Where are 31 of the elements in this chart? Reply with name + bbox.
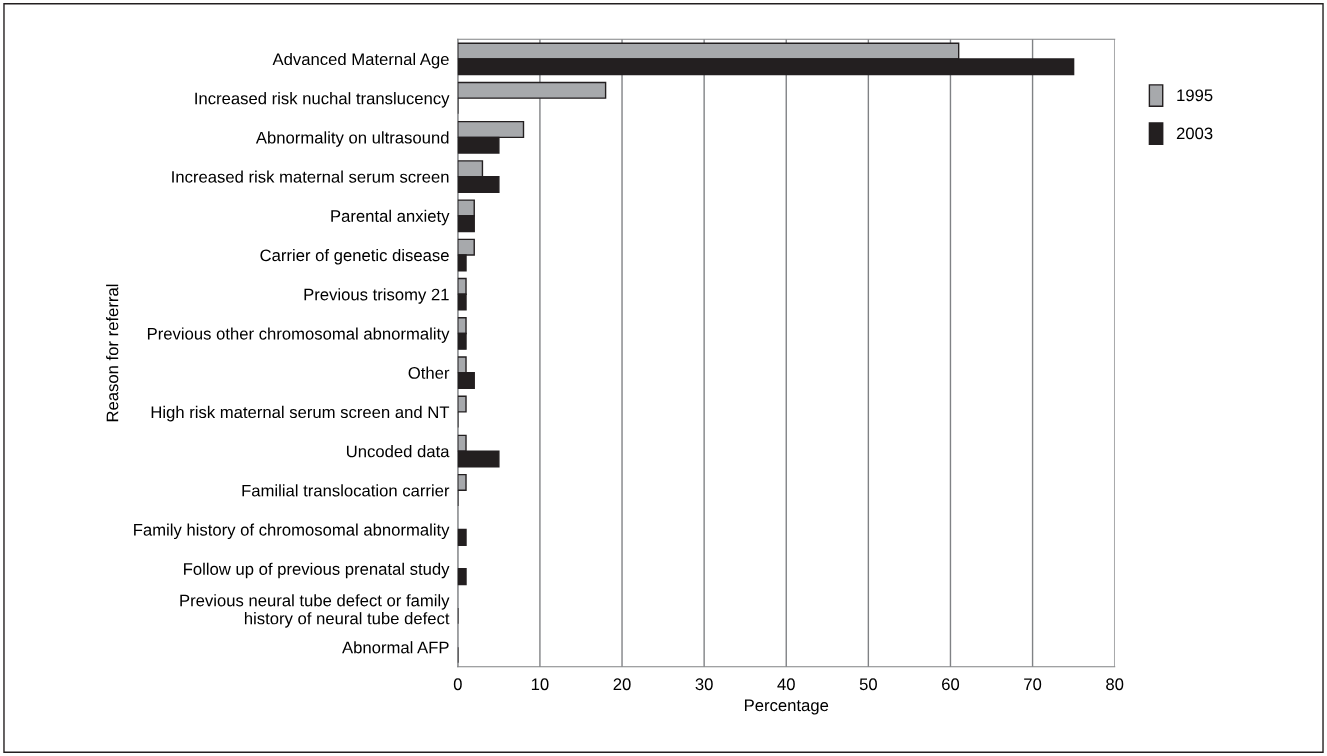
y-tick-label: Previous neural tube defect or family history of neural tube defect: [180, 594, 450, 628]
x-tick-label: 10: [531, 678, 549, 691]
x-axis-title: Percentage: [744, 699, 829, 715]
x-tick-label: 0: [453, 678, 462, 691]
y-tick-label: Follow up of previous prenatal study: [184, 562, 450, 579]
y-tick-label: Increased risk maternal serum screen: [172, 170, 449, 183]
y-tick-label: Parental anxiety: [331, 209, 450, 226]
x-tick-label: 80: [1106, 678, 1124, 691]
y-tick-label: Previous trisomy 21: [304, 288, 449, 304]
y-tick-label: Uncoded data: [346, 445, 450, 458]
x-tick-label: 20: [613, 678, 631, 691]
bar: [457, 568, 467, 586]
y-tick-label: Advanced Maternal Age: [272, 52, 449, 69]
y-tick-label: Abnormality on ultrasound: [255, 131, 449, 147]
y-tick-label: Abnormal AFP: [342, 641, 449, 654]
y-tick-label: Carrier of genetic disease: [260, 248, 449, 265]
y-axis-title: Reason for referral: [106, 284, 119, 422]
legend-label: 2003: [1176, 127, 1213, 140]
bar: [457, 528, 467, 546]
legend-label: 1995: [1177, 89, 1213, 102]
y-tick-label: High risk maternal serum screen and NT: [151, 405, 450, 422]
y-tick-label: Increased risk nuchal translucency: [195, 92, 450, 108]
y-tick-label: Previous other chromosomal abnormality: [147, 327, 450, 343]
x-tick-label: 60: [942, 678, 960, 691]
x-tick-label: 70: [1024, 678, 1042, 691]
x-tick-label: 30: [695, 678, 713, 691]
y-tick-label: Family history of chromosomal abnormality: [134, 523, 450, 540]
x-tick-label: 40: [777, 678, 795, 691]
x-tick-label: 50: [859, 678, 877, 691]
y-tick-label: Familial translocation carrier: [242, 484, 450, 497]
y-tick-label: Other: [408, 366, 450, 379]
